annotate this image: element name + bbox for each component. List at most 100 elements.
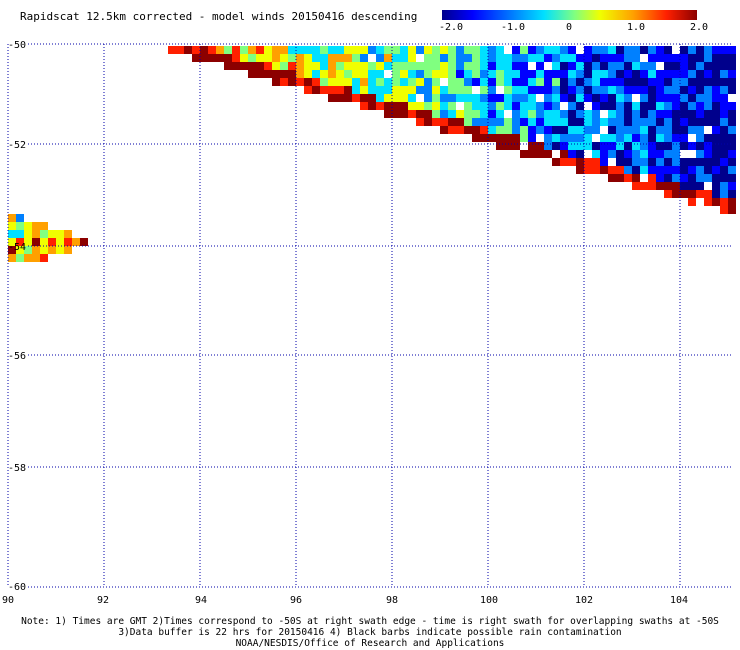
wind-cell <box>528 78 536 86</box>
wind-cell <box>680 166 688 174</box>
wind-cell <box>336 70 344 78</box>
wind-cell <box>496 142 504 150</box>
wind-cell <box>616 158 624 166</box>
wind-cell <box>64 238 72 246</box>
wind-cell <box>568 86 576 94</box>
wind-cell <box>560 78 568 86</box>
wind-cell <box>392 46 400 54</box>
wind-cell <box>376 46 384 54</box>
wind-cell <box>608 46 616 54</box>
wind-cell <box>512 54 520 62</box>
wind-cell <box>584 94 592 102</box>
wind-cell <box>360 86 368 94</box>
wind-cell <box>400 110 408 118</box>
wind-cell <box>400 70 408 78</box>
wind-cell <box>496 54 504 62</box>
wind-cell <box>336 78 344 86</box>
wind-cell <box>648 118 656 126</box>
wind-cell <box>608 134 616 142</box>
wind-cell <box>456 94 464 102</box>
wind-cell <box>656 46 664 54</box>
wind-cell <box>704 62 712 70</box>
wind-cell <box>440 54 448 62</box>
wind-cell <box>280 78 288 86</box>
wind-cell <box>496 46 504 54</box>
wind-cell <box>672 134 680 142</box>
wind-cell <box>584 158 592 166</box>
wind-cell <box>632 118 640 126</box>
wind-cell <box>656 150 664 158</box>
wind-cell <box>344 62 352 70</box>
wind-cell <box>408 46 416 54</box>
wind-cell <box>640 142 648 150</box>
wind-cell <box>48 230 56 238</box>
wind-cell <box>200 54 208 62</box>
wind-cell <box>600 166 608 174</box>
wind-cell <box>400 94 408 102</box>
wind-cell <box>680 54 688 62</box>
wind-cell <box>520 126 528 134</box>
wind-cell <box>552 134 560 142</box>
wind-cell <box>600 86 608 94</box>
wind-cell <box>448 102 456 110</box>
wind-cell <box>456 118 464 126</box>
wind-cell <box>448 62 456 70</box>
wind-cell <box>552 142 560 150</box>
wind-cell <box>608 110 616 118</box>
wind-cell <box>424 118 432 126</box>
wind-cell <box>568 150 576 158</box>
wind-cell <box>456 70 464 78</box>
wind-cell <box>560 110 568 118</box>
wind-cell <box>400 54 408 62</box>
wind-cell <box>640 126 648 134</box>
wind-cell <box>352 46 360 54</box>
wind-cell <box>640 118 648 126</box>
wind-cell <box>712 198 720 206</box>
wind-cell <box>648 166 656 174</box>
wind-cell <box>504 86 512 94</box>
wind-cell <box>384 110 392 118</box>
wind-cell <box>720 86 728 94</box>
wind-cell <box>728 126 736 134</box>
wind-cell <box>464 54 472 62</box>
wind-cell <box>512 70 520 78</box>
wind-cell <box>24 222 32 230</box>
wind-cell <box>8 254 16 262</box>
wind-cell <box>360 94 368 102</box>
wind-cell <box>256 70 264 78</box>
wind-cell <box>440 118 448 126</box>
wind-cell <box>648 78 656 86</box>
wind-cell <box>672 110 680 118</box>
wind-cell <box>560 86 568 94</box>
wind-cell <box>352 70 360 78</box>
wind-cell <box>632 62 640 70</box>
wind-cell <box>616 102 624 110</box>
wind-cell <box>568 158 576 166</box>
wind-cell <box>472 94 480 102</box>
wind-cell <box>472 126 480 134</box>
wind-cell <box>648 158 656 166</box>
wind-cell <box>648 142 656 150</box>
wind-cell <box>600 118 608 126</box>
wind-cell <box>296 54 304 62</box>
wind-cell <box>552 102 560 110</box>
wind-cell <box>432 70 440 78</box>
wind-cell <box>232 54 240 62</box>
wind-cell <box>344 86 352 94</box>
wind-cell <box>408 102 416 110</box>
wind-cell <box>648 102 656 110</box>
wind-cell <box>488 62 496 70</box>
wind-cell <box>624 158 632 166</box>
wind-cell <box>680 142 688 150</box>
wind-cell <box>624 46 632 54</box>
wind-cell <box>640 166 648 174</box>
wind-cell <box>416 118 424 126</box>
wind-cell <box>576 150 584 158</box>
wind-cell <box>632 46 640 54</box>
wind-cell <box>664 150 672 158</box>
wind-cell <box>264 70 272 78</box>
wind-cell <box>624 86 632 94</box>
wind-cell <box>600 102 608 110</box>
wind-cell <box>640 78 648 86</box>
